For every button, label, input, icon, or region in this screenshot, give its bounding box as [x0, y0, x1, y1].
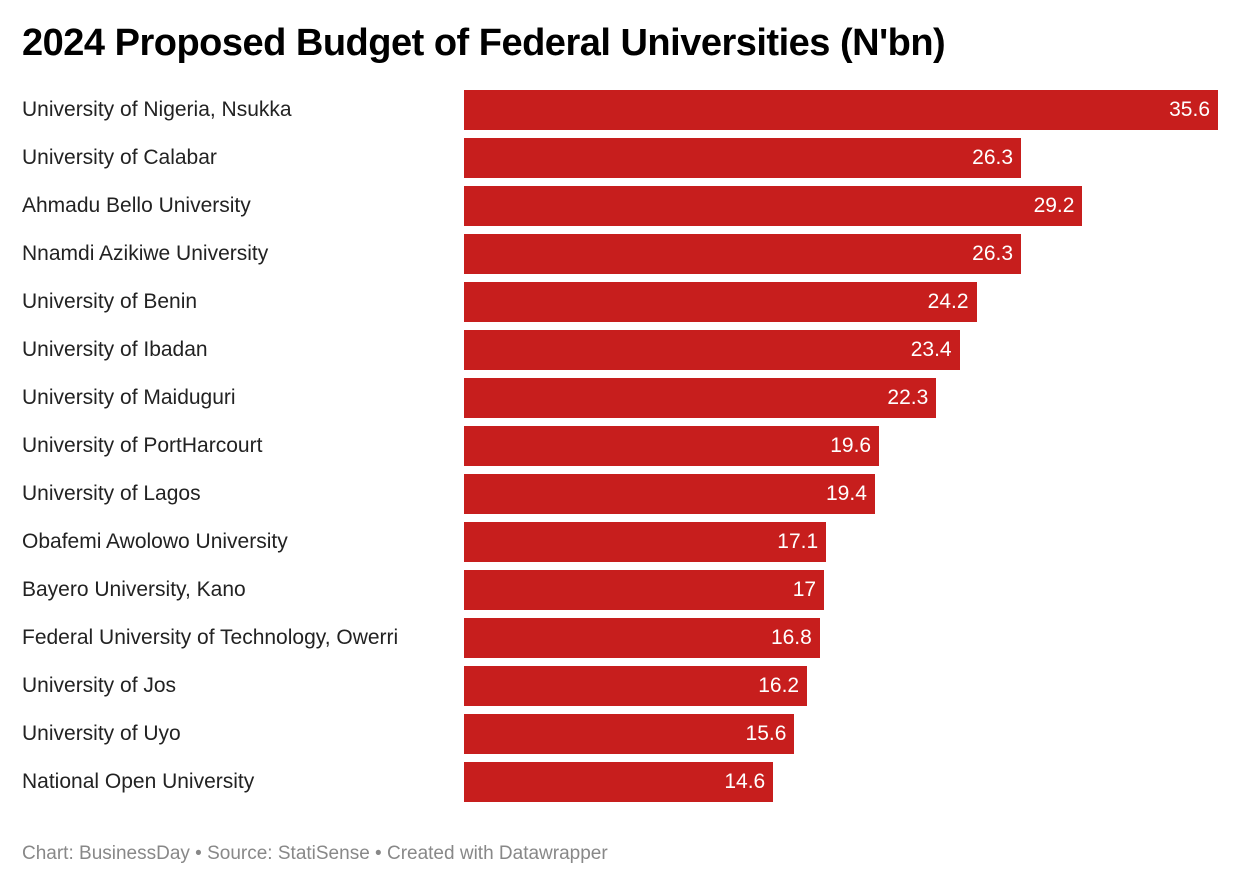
value-label: 17: [792, 578, 817, 601]
bar: [464, 618, 820, 658]
bar: [464, 138, 1022, 178]
value-label: 14.6: [724, 770, 766, 793]
category-label: University of Ibadan: [22, 338, 208, 361]
category-label: Bayero University, Kano: [22, 578, 246, 601]
chart-title: 2024 Proposed Budget of Federal Universi…: [22, 22, 946, 64]
bar: [464, 714, 795, 754]
category-label: University of Calabar: [22, 146, 217, 169]
bar: [464, 90, 1218, 130]
bar: [464, 474, 875, 514]
bar: [464, 330, 960, 370]
category-label: University of Jos: [22, 674, 177, 697]
bar: [464, 378, 937, 418]
value-label: 22.3: [887, 386, 929, 409]
value-label: 29.2: [1033, 194, 1075, 217]
bar: [464, 282, 977, 322]
value-label: 19.4: [826, 482, 867, 505]
value-label: 19.6: [830, 434, 872, 457]
value-label: 15.6: [745, 722, 787, 745]
bar: [464, 234, 1022, 274]
category-label: Ahmadu Bello University: [22, 194, 251, 217]
category-label: Nnamdi Azikiwe University: [22, 242, 269, 265]
category-label: University of Maiduguri: [22, 386, 236, 409]
bar: [464, 522, 827, 562]
bar: [464, 666, 808, 706]
category-label: University of Uyo: [22, 722, 181, 745]
category-label: University of Benin: [22, 290, 198, 313]
category-label: University of Lagos: [22, 482, 201, 505]
category-label: Obafemi Awolowo University: [22, 530, 288, 553]
value-label: 17.1: [777, 530, 819, 553]
value-label: 26.3: [972, 242, 1014, 265]
bar: [464, 762, 774, 802]
category-label: Federal University of Technology, Owerri: [22, 626, 399, 649]
category-label: National Open University: [22, 770, 255, 793]
value-label: 16.8: [770, 626, 812, 649]
category-label: University of PortHarcourt: [22, 434, 263, 457]
bar: [464, 186, 1083, 226]
value-label: 24.2: [927, 290, 969, 313]
category-label: University of Nigeria, Nsukka: [22, 98, 292, 121]
value-label: 35.6: [1169, 98, 1210, 121]
bar: [464, 570, 825, 610]
value-label: 26.3: [972, 146, 1014, 169]
chart-footer: Chart: BusinessDay • Source: StatiSense …: [22, 843, 608, 864]
value-label: 23.4: [910, 338, 952, 361]
value-label: 16.2: [758, 674, 800, 697]
bar: [464, 426, 880, 466]
